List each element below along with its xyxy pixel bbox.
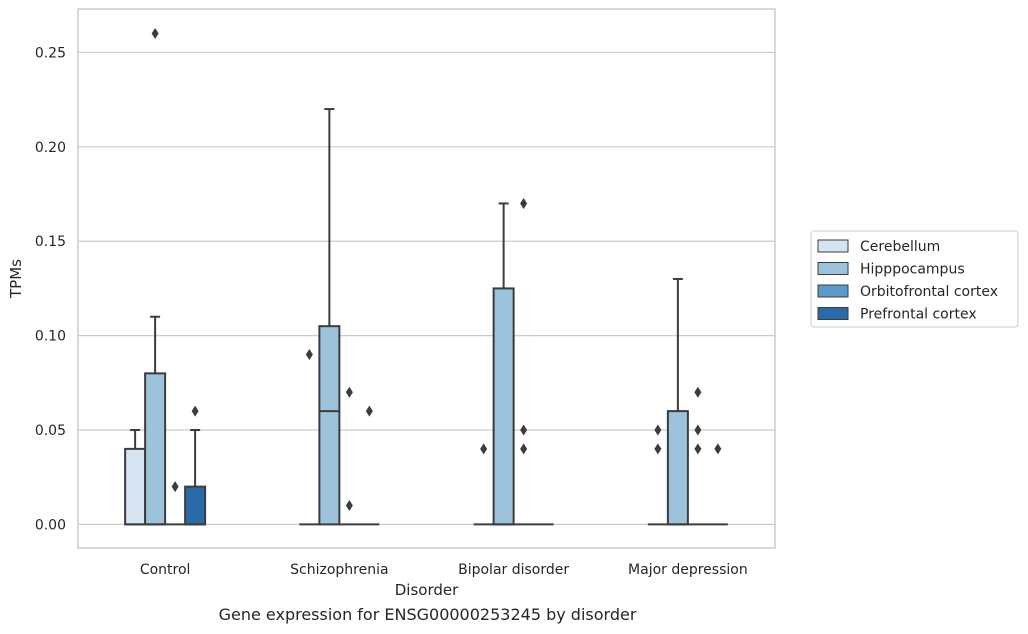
box-body xyxy=(144,372,167,526)
legend-label: Prefrontal cortex xyxy=(860,307,977,323)
outlier-point xyxy=(191,405,199,417)
legend-label: Cerebellum xyxy=(860,239,940,255)
box-hipppocampus xyxy=(144,28,167,526)
outlier-point xyxy=(151,28,159,40)
x-tick-label: Major depression xyxy=(628,562,748,578)
box-body xyxy=(124,447,147,526)
box-orbitofrontal-cortex xyxy=(513,197,534,526)
outlier-point xyxy=(694,443,702,455)
outlier-point xyxy=(520,424,528,436)
outlier-point xyxy=(345,500,353,512)
x-tick-label: Control xyxy=(140,562,191,578)
outlier-point xyxy=(714,443,722,455)
box-orbitofrontal-cortex xyxy=(165,481,186,526)
legend-swatch xyxy=(817,307,849,320)
box-prefrontal-cortex xyxy=(707,443,728,526)
box-body xyxy=(492,287,515,526)
legend-swatch xyxy=(817,239,849,253)
outlier-point xyxy=(305,348,313,360)
box-prefrontal-cortex xyxy=(184,405,207,526)
x-tick-label: Schizophrenia xyxy=(290,562,388,578)
x-axis-ticks: Control Schizophrenia Bipolar disorder Majo… xyxy=(140,562,748,578)
legend-frame xyxy=(810,230,1019,328)
y-axis-label: TPMs xyxy=(7,259,25,299)
box-hipppocampus xyxy=(492,202,515,526)
legend-swatch xyxy=(817,262,849,275)
y-tick-label: 0.15 xyxy=(35,234,66,250)
legend-label: Orbitofrontal cortex xyxy=(860,284,998,300)
box-prefrontal-cortex xyxy=(359,405,380,526)
box-body xyxy=(318,325,341,526)
y-tick-label: 0.10 xyxy=(35,329,66,345)
outlier-point xyxy=(345,386,353,398)
outlier-point xyxy=(654,424,662,436)
legend: Cerebellum Hipppocampus Orbitofrontal cort… xyxy=(810,230,1019,328)
x-tick-label: Bipolar disorder xyxy=(458,562,569,578)
y-tick-label: 0.00 xyxy=(35,517,66,533)
box-orbitofrontal-cortex xyxy=(339,386,360,526)
plot-frame xyxy=(77,8,776,549)
y-tick-label: 0.25 xyxy=(35,45,66,61)
box-hipppocampus xyxy=(318,108,341,526)
outlier-point xyxy=(480,443,488,455)
legend-swatch xyxy=(817,284,849,298)
outlier-point xyxy=(694,386,702,398)
legend-label: Hipppocampus xyxy=(860,262,965,278)
y-tick-label: 0.05 xyxy=(35,423,66,439)
box-orbitofrontal-cortex xyxy=(687,386,708,526)
figure-caption: Gene expression for ENSG00000253245 by d… xyxy=(218,605,637,624)
y-tick-label: 0.20 xyxy=(35,140,66,156)
outlier-point xyxy=(520,197,528,209)
outlier-point xyxy=(365,405,373,417)
outlier-point xyxy=(654,443,662,455)
box-hipppocampus xyxy=(666,277,689,526)
y-axis-ticks: 0.00 0.05 0.10 0.15 0.20 0.25 xyxy=(35,45,66,533)
box-body xyxy=(184,485,207,526)
box-layer xyxy=(124,28,728,526)
box-cerebellum xyxy=(124,429,147,526)
outlier-point xyxy=(694,424,702,436)
outlier-point xyxy=(520,443,528,455)
box-cerebellum xyxy=(299,348,320,526)
box-cerebellum xyxy=(473,443,494,526)
box-cerebellum xyxy=(647,424,668,526)
outlier-point xyxy=(171,481,179,493)
box-body xyxy=(666,410,689,526)
x-axis-label: Disorder xyxy=(395,581,459,599)
